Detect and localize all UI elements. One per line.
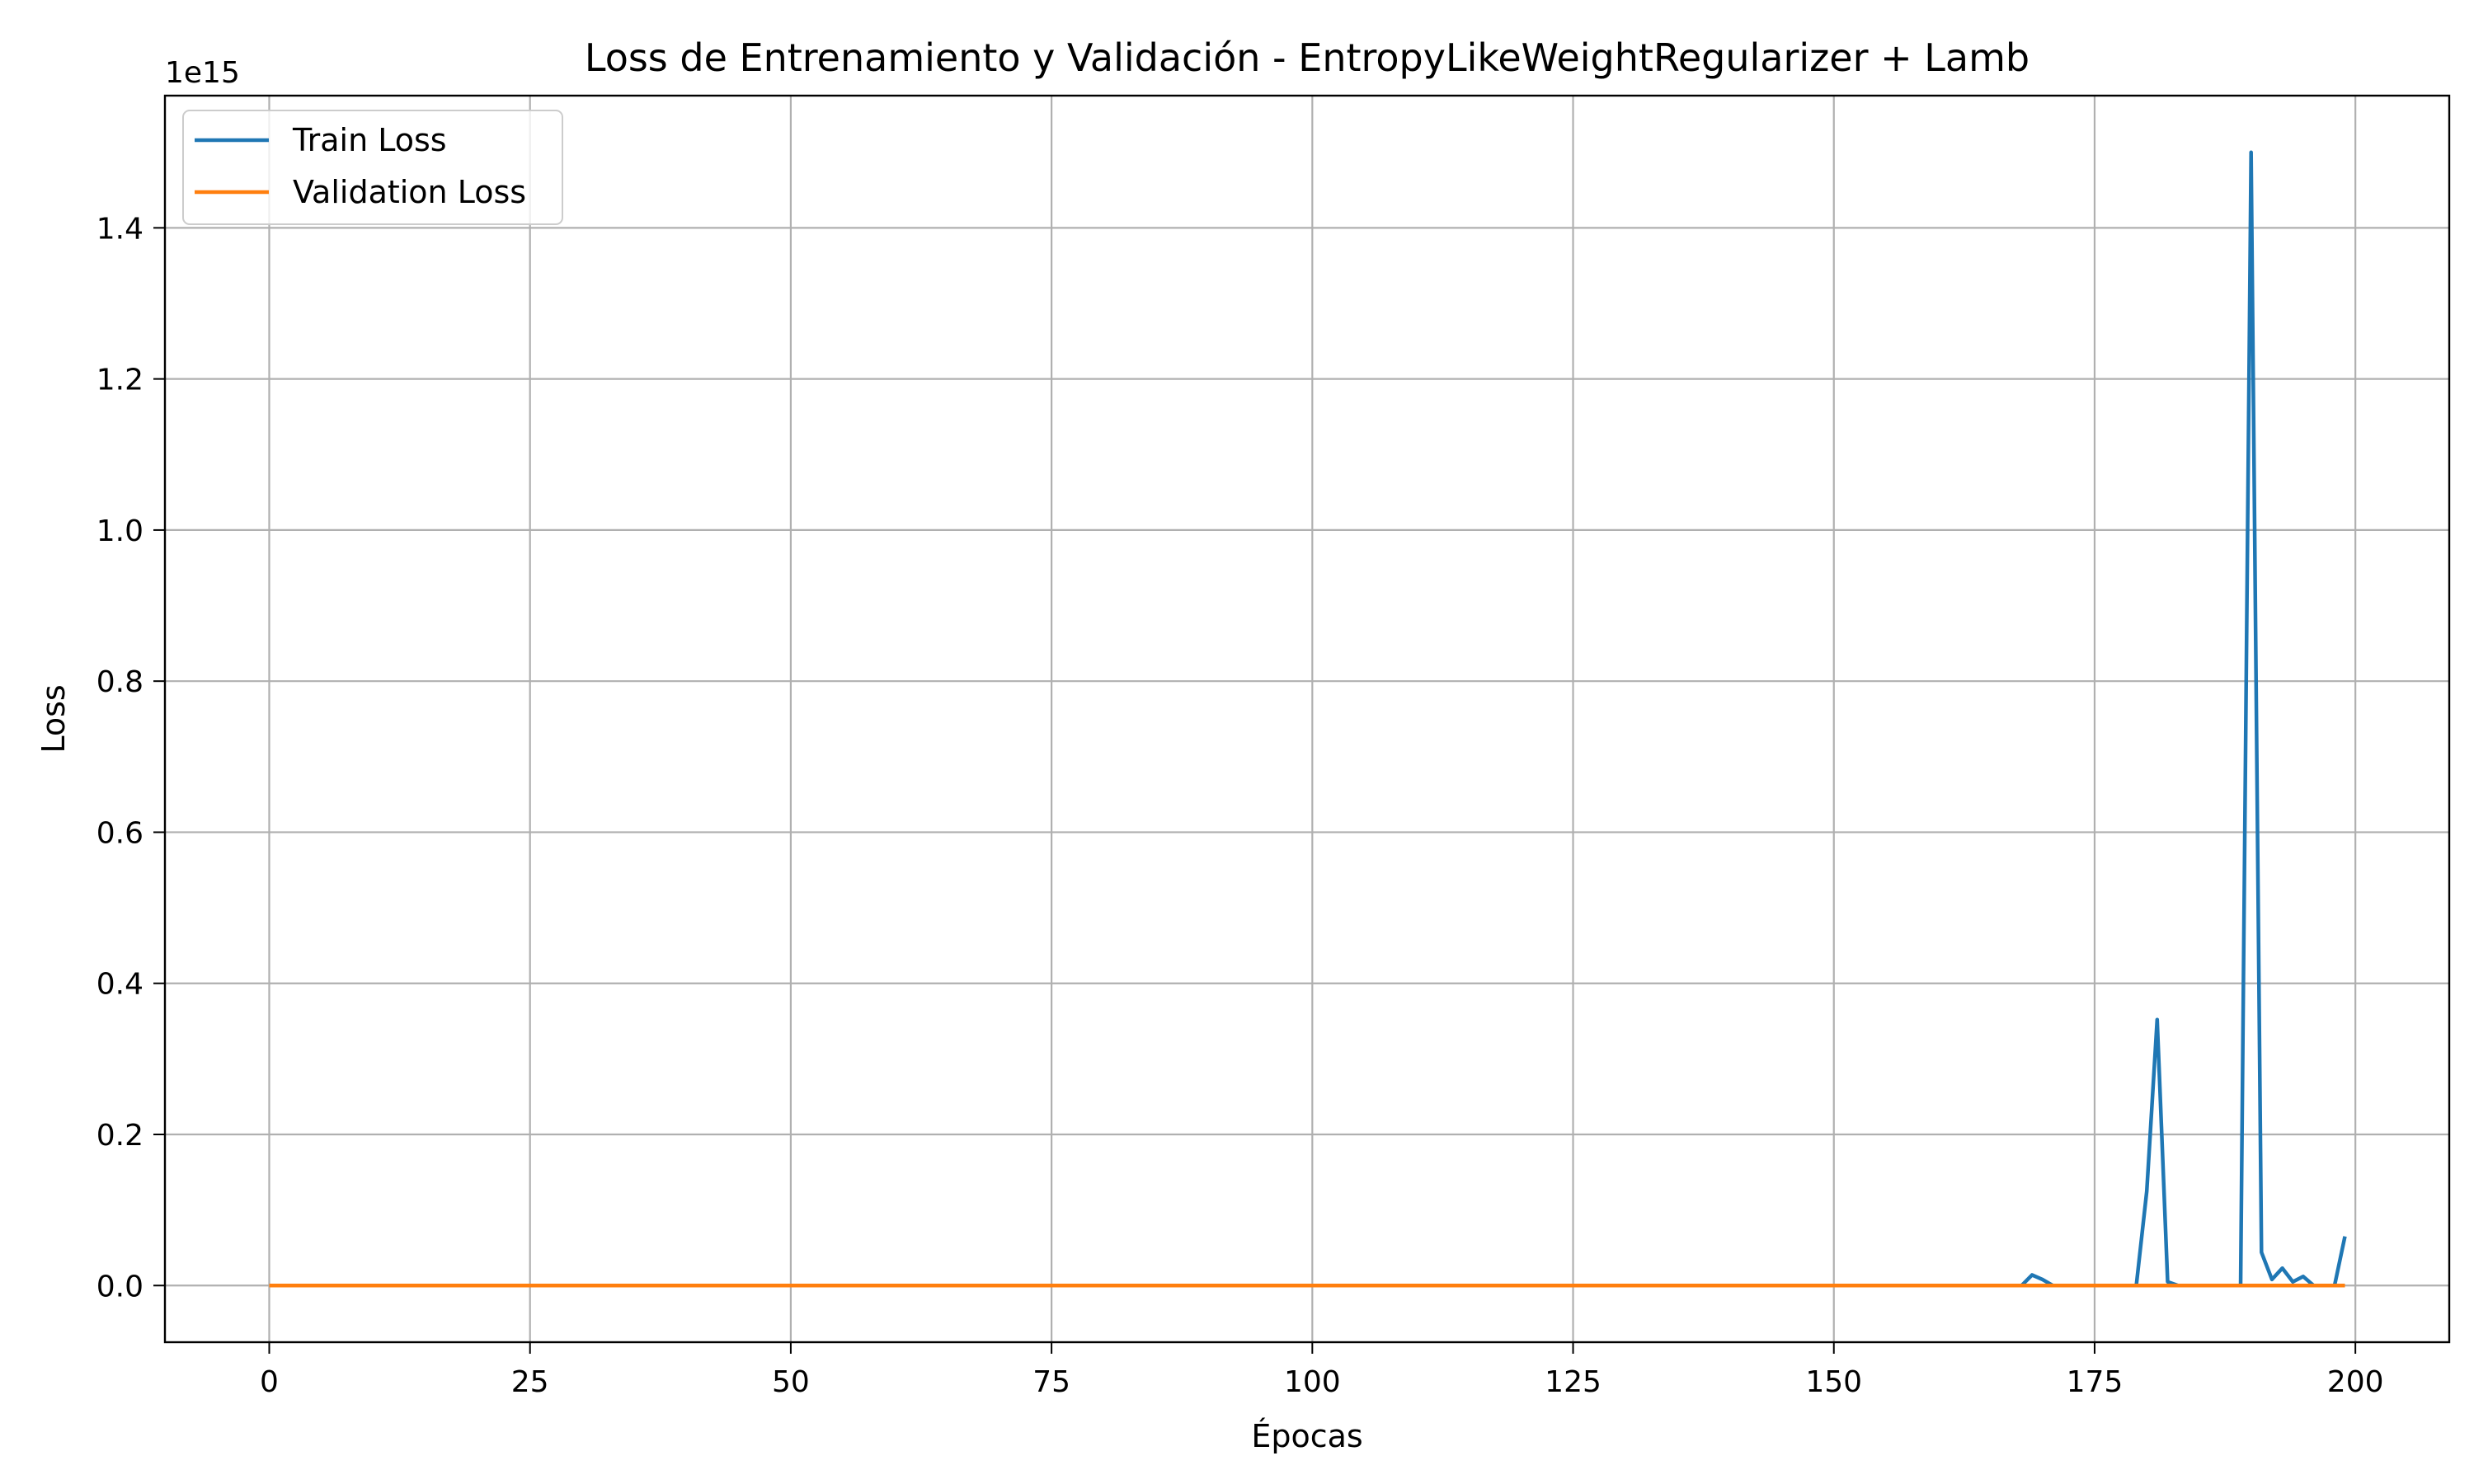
x-tick-label: 75 — [1032, 1365, 1070, 1399]
y-axis-label: Loss — [35, 684, 72, 753]
y-offset-text: 1e15 — [165, 56, 240, 90]
y-tick-label: 1.2 — [96, 364, 143, 397]
x-tick-label: 200 — [2327, 1365, 2384, 1399]
y-tick-label: 0.2 — [96, 1119, 143, 1153]
x-tick-label: 25 — [511, 1365, 549, 1399]
x-tick-label: 175 — [2067, 1365, 2124, 1399]
x-tick-label: 0 — [260, 1365, 279, 1399]
ticks: 0 25 50 75 100 125 150 175 200 0.0 0.2 0.4 0.6 0.8 1.0… — [96, 212, 2384, 1399]
chart-title: Loss de Entrenamiento y Validación - Ent… — [585, 35, 2030, 80]
grid — [165, 96, 2449, 1342]
series-line-train-loss — [269, 150, 2347, 1288]
x-tick-label: 50 — [772, 1365, 810, 1399]
series-layer — [269, 150, 2347, 1288]
y-tick-label: 0.6 — [96, 816, 143, 850]
legend-label-train-loss: Train Loss — [292, 122, 447, 158]
y-tick-label: 0.4 — [96, 968, 143, 1002]
y-tick-label: 0.0 — [96, 1270, 143, 1303]
x-tick-label: 125 — [1545, 1365, 1602, 1399]
legend-label-validation-loss: Validation Loss — [293, 174, 526, 210]
legend: Train Loss Validation Loss — [182, 110, 563, 225]
legend-box — [182, 110, 563, 225]
axes-frame — [163, 94, 2451, 1344]
x-tick-label: 150 — [1805, 1365, 1862, 1399]
y-tick-label: 1.0 — [96, 514, 143, 548]
x-axis-label: Épocas — [1251, 1418, 1362, 1454]
x-tick-label: 100 — [1284, 1365, 1341, 1399]
y-tick-label: 1.4 — [96, 212, 143, 246]
y-tick-label: 0.8 — [96, 665, 143, 699]
